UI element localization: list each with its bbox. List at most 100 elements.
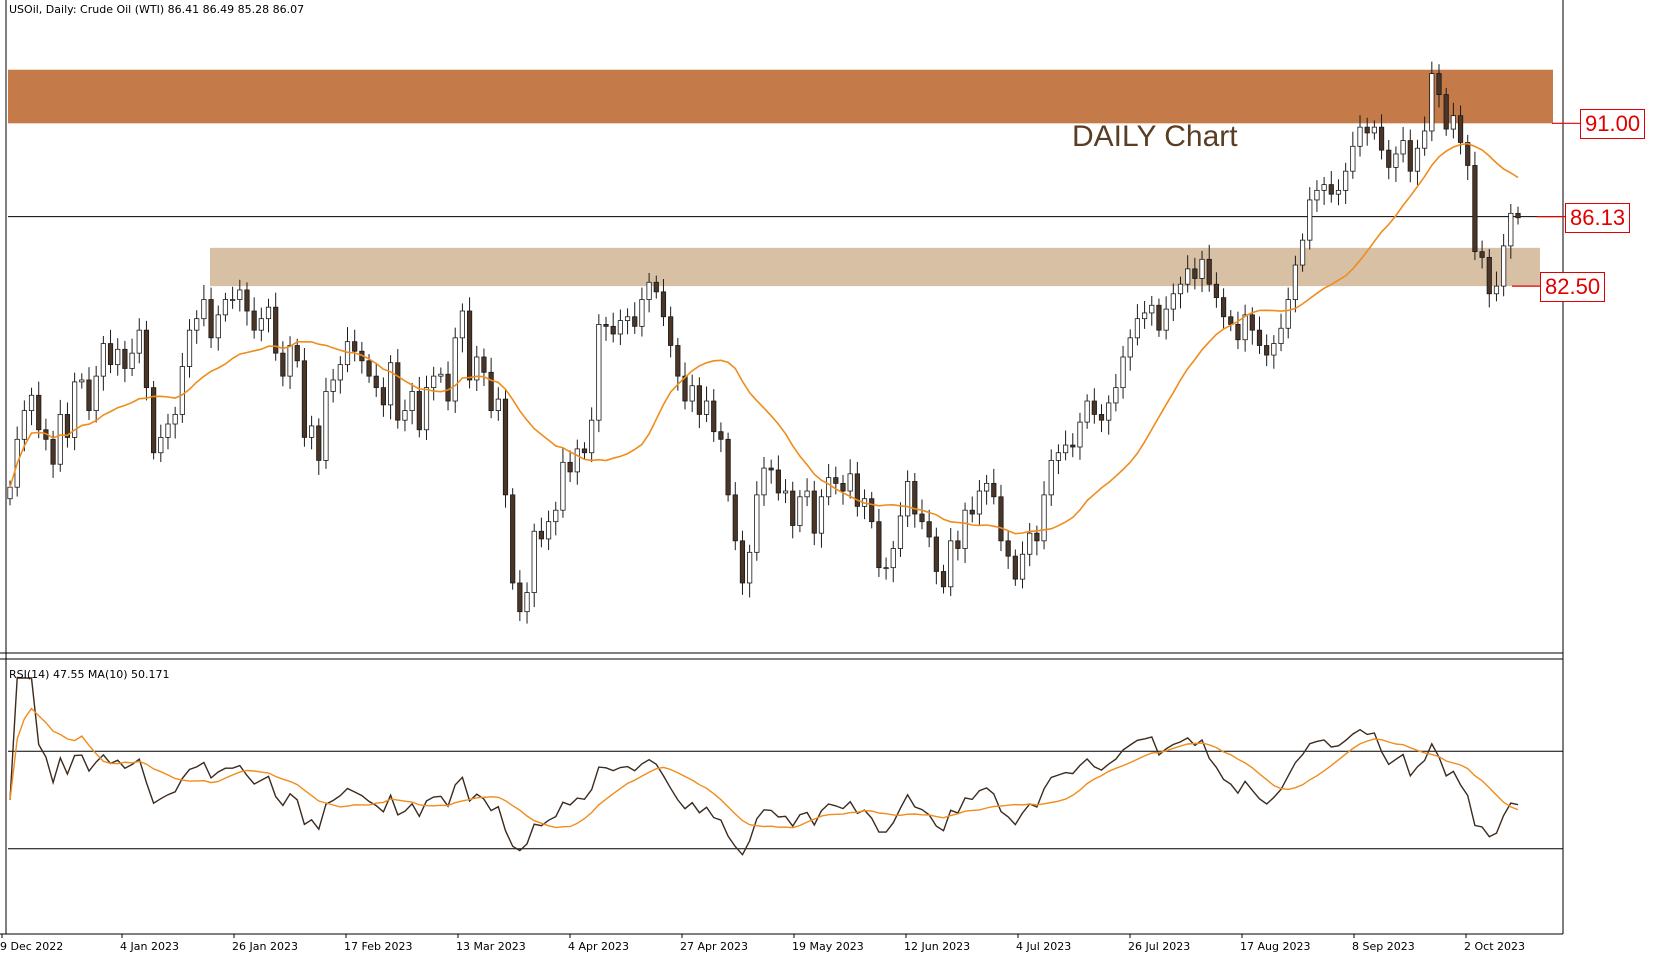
candle-body xyxy=(1393,153,1399,168)
candle-body xyxy=(1220,297,1227,318)
candle-body xyxy=(352,341,358,352)
candle-body xyxy=(258,318,264,331)
candle-body xyxy=(826,477,832,498)
candle-body xyxy=(639,299,645,327)
candle-body xyxy=(560,461,566,511)
candle-body xyxy=(553,509,559,523)
candle-body xyxy=(991,482,997,498)
candle-body xyxy=(1364,126,1370,134)
candle-body xyxy=(811,490,817,534)
candle-body xyxy=(524,592,530,613)
candle-body xyxy=(1386,149,1392,168)
candle-body xyxy=(1141,312,1148,320)
candle-body xyxy=(7,486,13,500)
candle-body xyxy=(287,345,293,377)
candle-body xyxy=(459,310,466,339)
candle-body xyxy=(797,496,803,526)
candle-body xyxy=(1292,264,1298,300)
candle-body xyxy=(179,366,185,415)
rsi-header: RSI(14) 47.55 MA(10) 50.171 xyxy=(9,668,170,681)
candle-body xyxy=(28,394,35,412)
candle-body xyxy=(531,530,537,593)
candle-body xyxy=(1228,316,1234,325)
candle-body xyxy=(1156,304,1162,331)
candle-body xyxy=(129,352,135,369)
candle-body xyxy=(1249,314,1255,331)
candle-body xyxy=(574,448,580,473)
candle-body xyxy=(1127,337,1133,358)
candle-body xyxy=(1206,258,1212,285)
x-tick-label: 26 Jul 2023 xyxy=(1128,940,1191,953)
candle-body xyxy=(538,530,544,540)
candle-body xyxy=(1414,147,1421,172)
candle-body xyxy=(1285,299,1291,329)
candle-body xyxy=(718,431,724,440)
candle-body xyxy=(452,337,458,402)
candle-body xyxy=(373,375,379,389)
candle-body xyxy=(265,306,272,320)
x-tick-label: 2 Oct 2023 xyxy=(1464,940,1526,953)
candle-body xyxy=(1170,293,1176,310)
x-tick-label: 27 Apr 2023 xyxy=(680,940,749,953)
candle-body xyxy=(660,291,667,318)
candle-body xyxy=(1192,268,1198,279)
candle-body xyxy=(1321,184,1327,191)
resistance-zone xyxy=(8,69,1553,124)
candle-body xyxy=(711,400,717,433)
candle-body xyxy=(1328,184,1334,195)
candle-body xyxy=(380,387,387,406)
candle-body xyxy=(402,410,408,421)
candle-body xyxy=(1120,356,1126,389)
ma-line xyxy=(9,142,1519,535)
candle-body xyxy=(603,324,609,327)
candle-body xyxy=(1264,345,1270,356)
candle-body xyxy=(474,356,480,381)
candle-body xyxy=(984,482,990,492)
candle-body xyxy=(294,345,300,362)
candle-body xyxy=(115,348,121,366)
candle-body xyxy=(1177,283,1184,295)
candle-body xyxy=(948,540,954,588)
candle-body xyxy=(495,398,501,412)
candle-body xyxy=(1465,142,1471,166)
x-tick-label: 8 Sep 2023 xyxy=(1352,940,1415,953)
candle-body xyxy=(1378,126,1385,151)
x-tick-label: 13 Mar 2023 xyxy=(456,940,526,953)
candle-body xyxy=(854,473,860,507)
candle-body xyxy=(969,509,975,515)
candle-body xyxy=(194,318,200,331)
candle-body xyxy=(847,473,853,492)
candle-body xyxy=(754,494,760,553)
candle-body xyxy=(50,438,56,465)
candle-body xyxy=(316,425,322,461)
x-tick-label: 26 Jan 2023 xyxy=(232,940,298,953)
candle-body xyxy=(1515,212,1521,219)
x-tick-label: 4 Jul 2023 xyxy=(1016,940,1072,953)
candle-body xyxy=(502,398,509,496)
candle-body xyxy=(1106,402,1112,421)
candle-body xyxy=(1299,239,1306,266)
candle-body xyxy=(775,469,781,494)
candle-body xyxy=(1235,324,1241,341)
candle-body xyxy=(1472,165,1478,253)
candle-body xyxy=(1429,73,1435,132)
candle-body xyxy=(172,414,178,425)
candle-body xyxy=(1041,494,1047,542)
candle-body xyxy=(596,324,602,421)
candle-body xyxy=(79,379,85,383)
rsi-ma-line xyxy=(9,707,1519,829)
candle-body xyxy=(1019,553,1026,580)
candle-body xyxy=(790,490,796,526)
candle-body xyxy=(1508,212,1514,247)
candle-body xyxy=(1084,400,1090,423)
candle-body xyxy=(1422,130,1428,149)
candle-body xyxy=(1034,532,1040,542)
candle-body xyxy=(466,310,473,381)
x-tick-label: 9 Dec 2022 xyxy=(0,940,64,953)
candle-body xyxy=(438,373,444,377)
candle-body xyxy=(840,482,846,492)
candle-body xyxy=(632,316,638,327)
candle-body xyxy=(1070,444,1076,448)
candle-body xyxy=(1098,414,1105,421)
